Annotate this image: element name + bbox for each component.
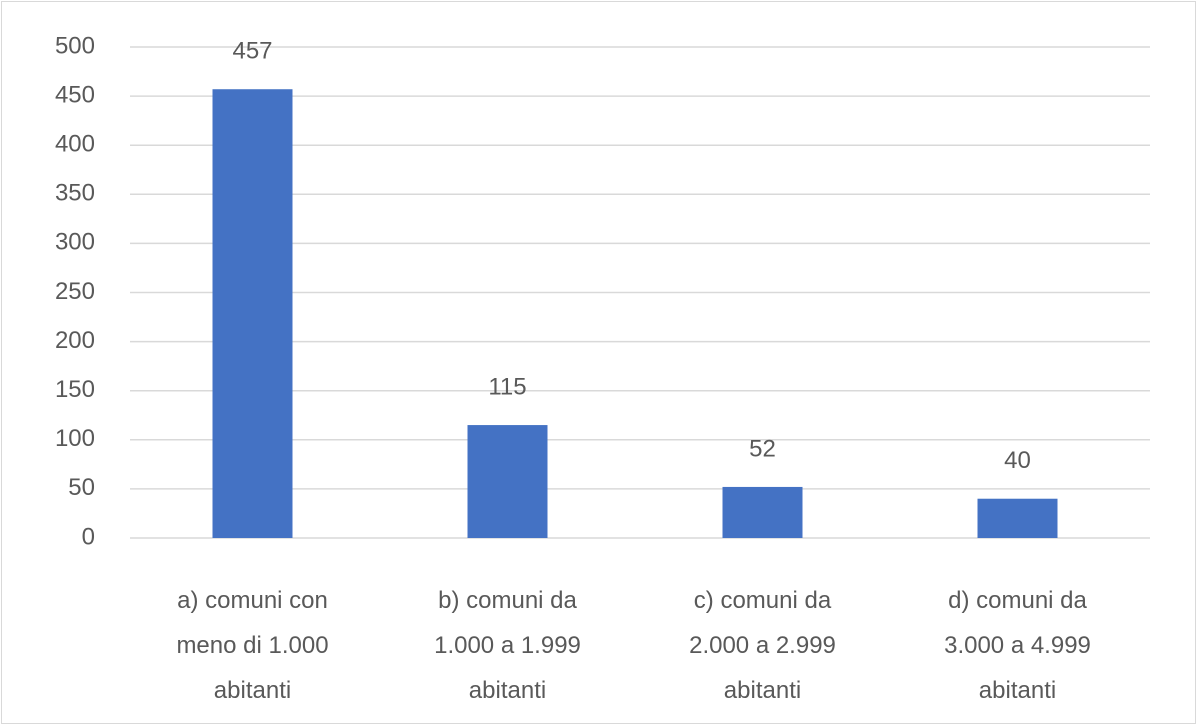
y-tick-label: 50 <box>68 474 95 501</box>
y-tick-label: 250 <box>55 278 95 305</box>
x-tick-label: b) comuni da 1.000 a 1.999 abitanti <box>434 587 581 704</box>
bar <box>722 486 803 538</box>
data-label: 457 <box>232 38 272 65</box>
x-tick-label: c) comuni da 2.000 a 2.999 abitanti <box>689 587 836 704</box>
y-tick-label: 400 <box>55 131 95 158</box>
y-tick-label: 150 <box>55 376 95 403</box>
bar <box>212 89 293 538</box>
data-label: 52 <box>749 435 776 462</box>
y-tick-label: 350 <box>55 180 95 207</box>
data-label: 115 <box>488 373 526 400</box>
y-tick-label: 500 <box>55 32 95 59</box>
y-tick-label: 450 <box>55 81 95 108</box>
x-tick-label: a) comuni con meno di 1.000 abitanti <box>176 587 329 704</box>
y-tick-label: 300 <box>55 229 95 256</box>
y-tick-label: 100 <box>55 425 95 452</box>
y-tick-label: 0 <box>82 523 95 550</box>
data-label: 40 <box>1004 447 1031 474</box>
bar <box>977 498 1058 538</box>
x-tick-label: d) comuni da 3.000 a 4.999 abitanti <box>944 587 1091 704</box>
bar <box>467 425 548 538</box>
y-tick-label: 200 <box>55 327 95 354</box>
